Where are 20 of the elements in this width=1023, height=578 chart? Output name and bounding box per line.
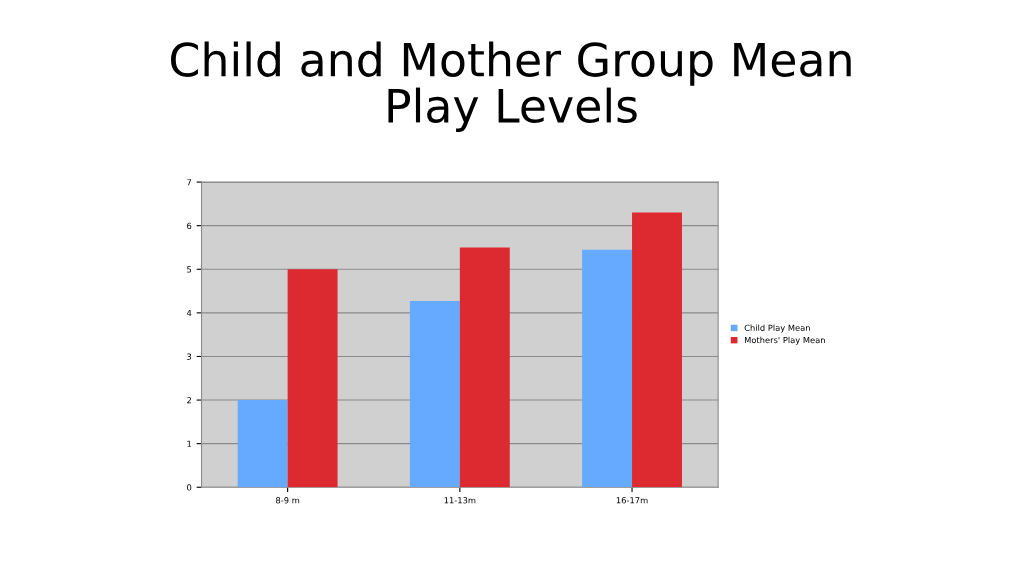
y-tick-label: 7	[187, 179, 192, 186]
y-tick-label: 0	[187, 484, 192, 491]
x-tick-label: 8-9 m	[276, 497, 300, 504]
y-tick-label: 1	[187, 440, 192, 447]
bar	[459, 247, 510, 488]
legend-label: Mothers' Play Mean	[744, 336, 825, 345]
y-tick-label: 4	[186, 309, 192, 317]
bar	[632, 212, 682, 488]
bar	[409, 301, 460, 488]
bar	[582, 249, 633, 488]
y-tick-label: 2	[187, 397, 191, 404]
chart-title: Child and Mother Group Mean Play Levels	[170, 41, 851, 132]
y-tick-label: 3	[187, 353, 192, 360]
legend-label: Child Play Mean	[744, 324, 810, 333]
x-tick-label: 16-17m	[616, 497, 648, 504]
bar	[287, 269, 338, 488]
x-tick-label: 11-13m	[444, 497, 476, 504]
bar	[237, 400, 288, 488]
y-tick-label: 5	[187, 266, 192, 273]
y-tick-label: 6	[187, 222, 192, 229]
